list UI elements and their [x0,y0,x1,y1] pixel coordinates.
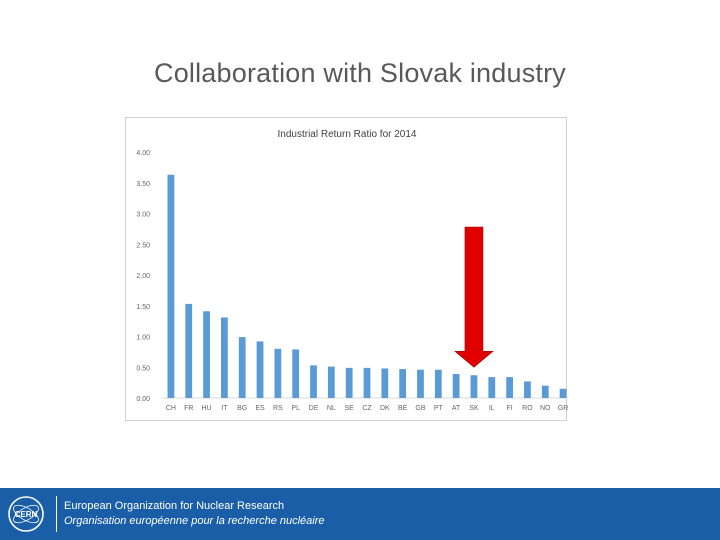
bar-sk [470,375,478,398]
x-tick-label: AT [452,405,461,412]
org-name-english: European Organization for Nuclear Resear… [64,500,285,512]
bar-at [452,374,460,398]
x-tick-label: DK [380,405,390,412]
x-tick-label: IL [489,405,495,412]
y-tick-label: 0.00 [136,396,150,403]
bar-il [488,377,496,398]
bar-bg [238,337,246,398]
org-name-french: Organisation européenne pour la recherch… [64,515,325,527]
bar-nl [327,366,335,398]
red-arrow-annotation [454,226,494,368]
y-tick-label: 1.00 [136,335,150,342]
bar-de [310,365,317,398]
bar-ro [524,381,531,398]
x-tick-label: PL [291,405,300,412]
x-tick-label: RS [273,405,283,412]
bar-cz [363,367,371,398]
y-tick-label: 1.50 [136,304,150,311]
y-tick-label: 0.50 [136,365,150,372]
chart-title: Industrial Return Ratio for 2014 [278,129,417,140]
x-tick-label: BG [237,405,247,412]
x-tick-label: NO [540,405,551,412]
bar-hu [203,311,210,398]
x-tick-label: SE [345,405,355,412]
x-tick-label: ES [255,405,265,412]
bar-it [221,317,228,398]
footer-divider [56,496,57,532]
y-tick-label: 4.00 [136,150,150,157]
footer-bar: CERN European Organization for Nuclear R… [0,488,720,540]
x-tick-label: IT [221,405,228,412]
bar-ch [167,174,175,398]
y-tick-label: 3.50 [136,181,150,188]
x-tick-label: CZ [362,405,372,412]
bar-es [256,341,264,398]
x-tick-label: BE [398,405,408,412]
x-tick-label: DE [309,405,319,412]
x-tick-label: SK [469,405,479,412]
bar-fi [506,377,513,398]
cern-logo-icon: CERN [8,496,44,532]
x-tick-label: GR [558,405,568,412]
bar-dk [381,368,389,398]
x-tick-label: HU [202,405,212,412]
y-tick-label: 2.00 [136,273,150,280]
bar-rs [274,348,282,398]
bar-no [541,385,549,398]
bar-se [345,367,353,398]
x-tick-label: FR [184,405,193,412]
chart-frame: Industrial Return Ratio for 2014 0.00 0.50… [125,117,568,421]
y-tick-label: 2.50 [136,242,150,249]
x-tick-label: FI [506,405,512,412]
bar-gb [417,369,424,398]
x-tick-label: NL [327,405,336,412]
bar-be [399,369,407,398]
x-tick-label: PT [434,405,444,412]
x-tick-label: RO [522,405,533,412]
x-tick-label: CH [166,405,176,412]
cern-logo-text: CERN [15,510,38,519]
bar-chart: Industrial Return Ratio for 2014 0.00 0.50… [136,129,568,412]
x-tick-label: GB [415,405,425,412]
bar-gr [559,388,567,398]
bar-pt [434,369,442,398]
bar-pl [292,349,300,398]
slide-title: Collaboration with Slovak industry [154,58,566,88]
y-tick-label: 3.00 [136,212,150,219]
bar-fr [185,303,193,398]
